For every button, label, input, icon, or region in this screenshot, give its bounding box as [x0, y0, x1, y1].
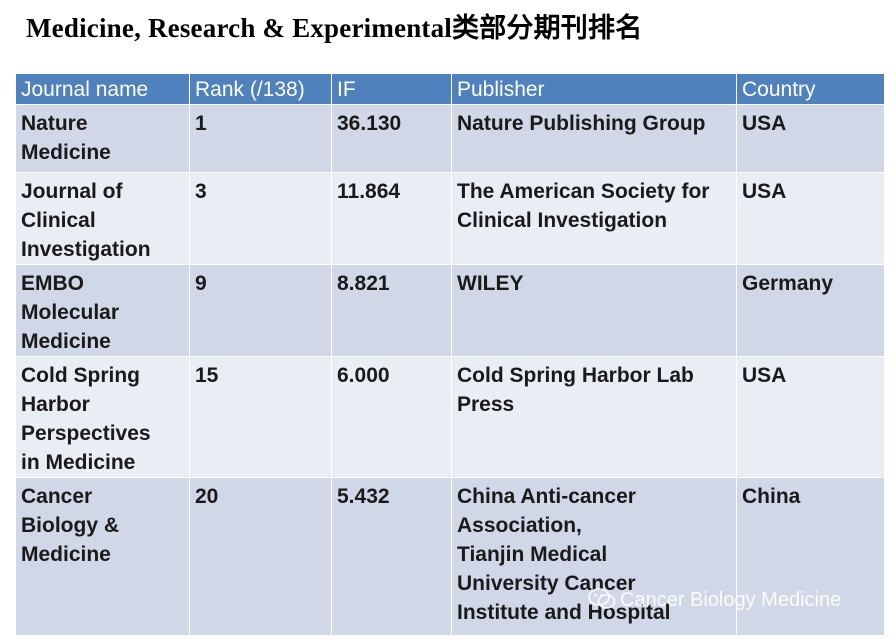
journal-name-line: Biology & — [21, 514, 119, 537]
journal-name-line: Nature — [21, 112, 88, 135]
rank-cell: 15 — [189, 356, 332, 478]
journal-name-line: Journal of — [21, 180, 123, 203]
table-header-row: Journal name Rank (/138) IF Publisher Co… — [15, 73, 885, 105]
publisher-cell: Nature Publishing Group — [451, 104, 737, 173]
journal-name-line: Medicine — [21, 141, 111, 164]
publisher-line: WILEY — [457, 272, 524, 295]
journal-name-line: Perspectives — [21, 422, 151, 445]
header-rank: Rank (/138) — [189, 73, 332, 105]
header-if: IF — [331, 73, 452, 105]
rank-cell: 1 — [189, 104, 332, 173]
publisher-cell: WILEY — [451, 264, 737, 357]
publisher-line: The American Society for — [457, 180, 710, 203]
country-cell: USA — [736, 172, 885, 265]
publisher-line: Clinical Investigation — [457, 209, 668, 232]
publisher-line: Institute and Hospital — [457, 601, 671, 624]
publisher-line: China Anti-cancer — [457, 485, 636, 508]
table-row: Nature Medicine 1 36.130 Nature Publishi… — [15, 104, 885, 173]
publisher-cell: Cold Spring Harbor Lab Press — [451, 356, 737, 478]
table-row: EMBO Molecular Medicine 9 8.821 WILEY Ge… — [15, 264, 885, 357]
publisher-line: Tianjin Medical — [457, 543, 608, 566]
rank-cell: 3 — [189, 172, 332, 265]
if-cell: 8.821 — [331, 264, 452, 357]
publisher-line: Press — [457, 393, 515, 416]
table-row: Journal of Clinical Investigation 3 11.8… — [15, 172, 885, 265]
journal-name-line: Molecular — [21, 301, 120, 324]
wechat-icon — [588, 588, 616, 610]
watermark: Cancer Biology Medicine — [588, 588, 841, 612]
header-journal-name: Journal name — [15, 73, 190, 105]
if-cell: 11.864 — [331, 172, 452, 265]
journal-name-cell: EMBO Molecular Medicine — [15, 264, 190, 357]
publisher-cell: China Anti-cancer Association, Tianjin M… — [451, 477, 737, 636]
country-cell: Germany — [736, 264, 885, 357]
country-cell: USA — [736, 356, 885, 478]
if-cell: 36.130 — [331, 104, 452, 173]
publisher-line: Association, — [457, 514, 582, 537]
journal-name-line: Cancer — [21, 485, 93, 508]
header-country: Country — [736, 73, 885, 105]
if-cell: 5.432 — [331, 477, 452, 636]
journal-name-line: Investigation — [21, 238, 151, 261]
publisher-cell: The American Society for Clinical Invest… — [451, 172, 737, 265]
journal-name-cell: Cancer Biology & Medicine — [15, 477, 190, 636]
header-publisher: Publisher — [451, 73, 737, 105]
journal-name-line: Cold Spring — [21, 364, 140, 387]
page-title: Medicine, Research & Experimental类部分期刊排名 — [26, 13, 643, 43]
journal-name-line: Clinical — [21, 209, 96, 232]
journal-name-cell: Journal of Clinical Investigation — [15, 172, 190, 265]
rank-cell: 20 — [189, 477, 332, 636]
journal-name-cell: Nature Medicine — [15, 104, 190, 173]
journal-name-line: EMBO — [21, 272, 84, 295]
rank-cell: 9 — [189, 264, 332, 357]
if-cell: 6.000 — [331, 356, 452, 478]
journal-name-line: Medicine — [21, 330, 111, 353]
table-row: Cancer Biology & Medicine 20 5.432 China… — [15, 477, 885, 636]
journal-name-cell: Cold Spring Harbor Perspectives in Medic… — [15, 356, 190, 478]
journal-name-line: in Medicine — [21, 451, 136, 474]
journal-name-line: Harbor — [21, 393, 90, 416]
table-row: Cold Spring Harbor Perspectives in Medic… — [15, 356, 885, 478]
publisher-line: University Cancer — [457, 572, 636, 595]
journal-ranking-table: Journal name Rank (/138) IF Publisher Co… — [15, 73, 885, 636]
journal-name-line: Medicine — [21, 543, 111, 566]
watermark-text: Cancer Biology Medicine — [620, 589, 842, 611]
publisher-line: Cold Spring Harbor Lab — [457, 364, 694, 387]
country-cell: USA — [736, 104, 885, 173]
country-cell: China — [736, 477, 885, 636]
publisher-line: Nature Publishing Group — [457, 112, 706, 135]
